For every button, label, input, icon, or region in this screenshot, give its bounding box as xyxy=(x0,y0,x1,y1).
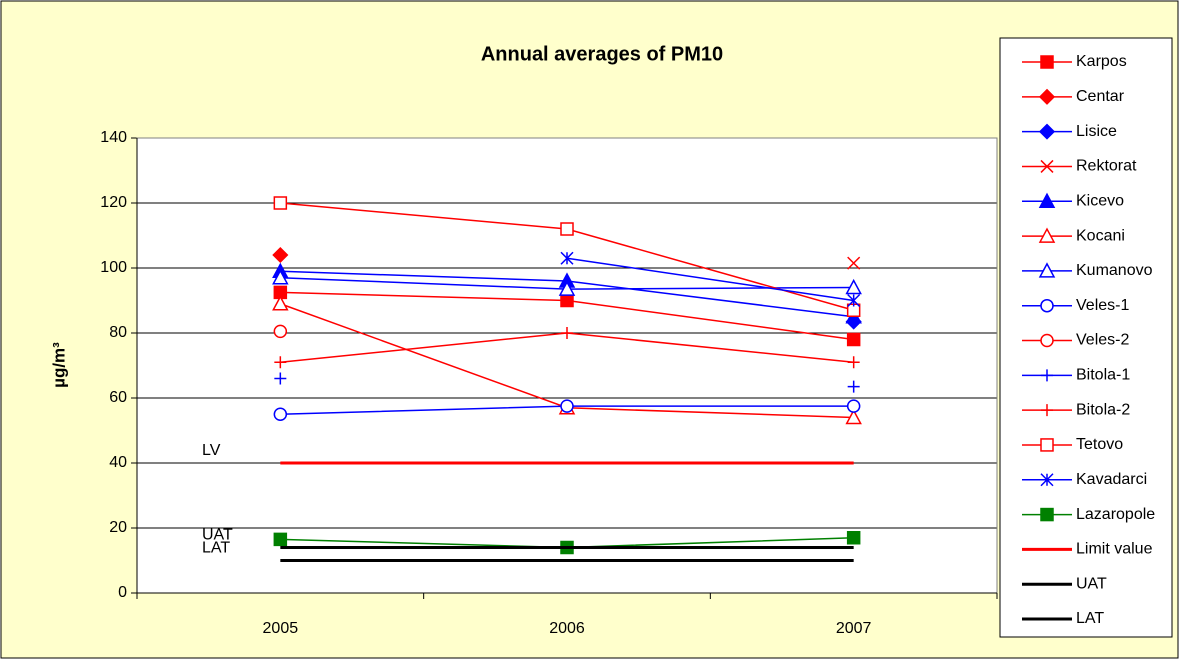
legend-label: Kumanovo xyxy=(1076,262,1153,279)
y-tick-label: 120 xyxy=(100,194,127,211)
legend-label: Karpos xyxy=(1076,53,1127,70)
data-point xyxy=(847,356,860,369)
legend-label: Lazaropole xyxy=(1076,506,1155,523)
data-point xyxy=(560,251,574,265)
data-point xyxy=(273,532,288,547)
legend-label: Veles-2 xyxy=(1076,332,1129,349)
plot-area xyxy=(137,138,997,593)
legend-label: Centar xyxy=(1076,88,1125,105)
data-point xyxy=(273,196,288,210)
legend-marker xyxy=(1038,192,1056,208)
data-point xyxy=(846,531,861,545)
data-point xyxy=(274,356,287,369)
legend-marker xyxy=(1040,473,1054,487)
annotation: UAT xyxy=(202,527,233,544)
legend-marker xyxy=(1038,227,1056,243)
data-point xyxy=(560,222,574,236)
legend-label: Lisice xyxy=(1076,123,1117,140)
data-point xyxy=(272,246,289,264)
legend-marker xyxy=(1040,298,1054,313)
legend-marker xyxy=(1038,123,1056,140)
legend-label: Rektorat xyxy=(1076,158,1137,175)
legend-marker xyxy=(1038,262,1056,278)
y-tick-label: 0 xyxy=(118,584,127,601)
chart-title: Annual averages of PM10 xyxy=(481,43,723,65)
y-tick-label: 60 xyxy=(109,389,127,406)
data-point xyxy=(847,380,860,393)
data-point xyxy=(274,372,287,385)
data-point xyxy=(558,280,576,296)
legend-marker xyxy=(1040,507,1054,522)
data-point xyxy=(846,399,861,413)
legend-marker xyxy=(1040,55,1054,69)
y-tick-label: 80 xyxy=(109,324,127,341)
data-point xyxy=(847,256,861,270)
legend-label: UAT xyxy=(1076,575,1107,592)
data-point xyxy=(560,293,574,308)
data-point xyxy=(845,408,862,425)
y-axis-label: µg/m³ xyxy=(49,342,68,388)
legend-label: LAT xyxy=(1076,610,1104,627)
legend-box xyxy=(999,37,1173,638)
legend-marker xyxy=(1040,159,1054,173)
y-tick-label: 100 xyxy=(100,259,127,276)
legend-label: Kavadarci xyxy=(1076,471,1147,488)
legend-label: Tetovo xyxy=(1076,436,1123,453)
annotation: LV xyxy=(202,442,221,459)
legend-marker xyxy=(1041,369,1053,382)
data-point xyxy=(846,332,861,347)
data-point xyxy=(272,269,289,285)
legend-marker xyxy=(1040,333,1054,348)
legend-label: Kocani xyxy=(1076,227,1125,244)
y-tick-label: 20 xyxy=(109,519,127,536)
legend-marker xyxy=(1040,438,1054,452)
legend-marker xyxy=(1041,404,1053,417)
data-point xyxy=(561,327,573,339)
x-tick-label: 2005 xyxy=(263,620,299,637)
legend-label: Veles-1 xyxy=(1076,297,1129,314)
y-tick-label: 40 xyxy=(109,454,127,471)
legend-label: Bitola-2 xyxy=(1076,401,1130,418)
y-tick-label: 140 xyxy=(100,129,127,146)
data-point xyxy=(560,399,574,413)
x-tick-label: 2007 xyxy=(836,620,872,637)
legend-marker xyxy=(1038,88,1056,105)
legend-label: Bitola-1 xyxy=(1076,367,1130,384)
data-point xyxy=(845,278,862,295)
x-tick-label: 2006 xyxy=(549,620,585,637)
annotation: LAT xyxy=(202,540,230,557)
legend-label: Kicevo xyxy=(1076,192,1124,209)
data-point xyxy=(847,293,861,308)
legend-label: Limit value xyxy=(1076,541,1153,558)
series-line xyxy=(566,257,854,302)
data-point xyxy=(273,324,288,339)
data-point xyxy=(272,295,289,311)
data-point xyxy=(273,407,288,421)
